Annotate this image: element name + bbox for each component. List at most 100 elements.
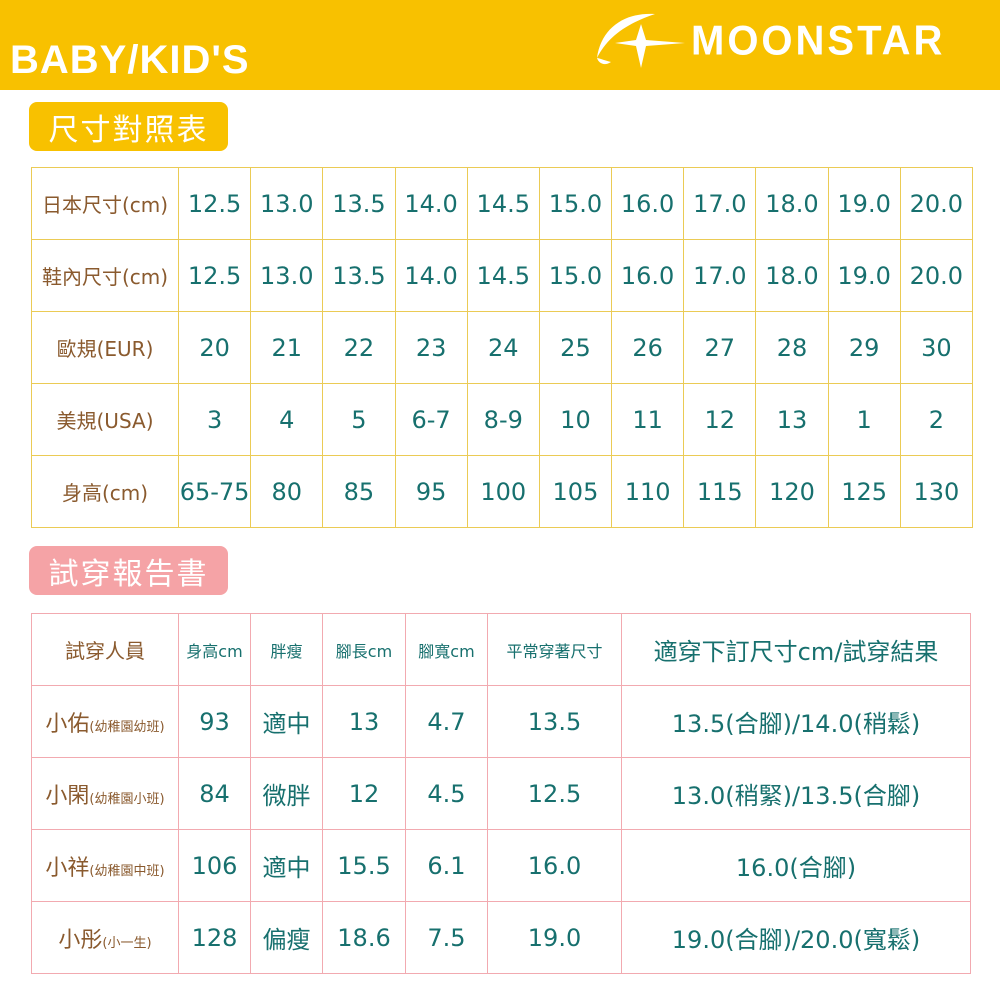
report-cell: 適中: [250, 829, 323, 902]
moonstar-logo: MOONSTAR: [595, 10, 945, 72]
table-row: 小閑(幼稚園小班) 84 微胖 12 4.5 12.5 13.0(稍緊)/13.5(合腳): [31, 757, 971, 830]
report-cell: 19.0: [487, 901, 622, 974]
size-cell: 22: [322, 311, 396, 384]
report-cell: 7.5: [405, 901, 488, 974]
tester-name-text: 小佑: [45, 711, 90, 737]
tester-name-text: 小閑: [45, 783, 90, 809]
size-cell: 4: [250, 383, 324, 456]
size-cell: 15.0: [538, 167, 613, 240]
size-cell: 12.5: [177, 167, 252, 240]
report-cell: 12: [322, 757, 406, 830]
size-cell: 65-75: [177, 455, 252, 528]
report-cell: 19.0(合腳)/20.0(寬鬆): [621, 901, 971, 974]
size-cell: 12: [683, 383, 757, 456]
report-cell: 93: [178, 685, 251, 758]
row-label: 日本尺寸(cm): [31, 167, 179, 240]
report-cell: 128: [178, 901, 251, 974]
size-cell: 85: [322, 455, 396, 528]
size-cell: 20.0: [899, 239, 974, 312]
tester-grade: (小一生): [102, 935, 152, 951]
size-cell: 18.0: [755, 167, 829, 240]
row-label: 美規(USA): [31, 383, 179, 456]
size-cell: 19.0: [827, 239, 901, 312]
moon-star-icon: [597, 13, 685, 68]
size-cell: 23: [394, 311, 468, 384]
size-cell: 130: [899, 455, 974, 528]
tester-name: 小祥(幼稚園中班): [31, 829, 179, 902]
report-cell: 13.0(稍緊)/13.5(合腳): [621, 757, 971, 830]
size-cell: 6-7: [394, 383, 468, 456]
row-label: 鞋內尺寸(cm): [31, 239, 179, 312]
report-cell: 15.5: [322, 829, 406, 902]
report-cell: 13.5: [487, 685, 622, 758]
report-cell: 12.5: [487, 757, 622, 830]
size-cell: 13.0: [250, 167, 324, 240]
size-cell: 95: [394, 455, 468, 528]
size-cell: 100: [466, 455, 540, 528]
size-cell: 10: [538, 383, 613, 456]
row-label: 身高(cm): [31, 455, 179, 528]
size-cell: 14.0: [394, 239, 468, 312]
size-cell: 13: [755, 383, 829, 456]
size-cell: 11: [611, 383, 685, 456]
size-cell: 17.0: [683, 167, 757, 240]
fit-report-table: 試穿人員 身高cm 胖瘦 腳長cm 腳寬cm 平常穿著尺寸 適穿下訂尺寸cm/試穿結果 小佑(…: [31, 613, 971, 974]
report-cell: 84: [178, 757, 251, 830]
size-cell: 13.0: [250, 239, 324, 312]
table-row: 鞋內尺寸(cm) 12.5 13.0 13.5 14.0 14.5 15.0 16.0 17.0…: [31, 239, 974, 312]
size-cell: 13.5: [322, 167, 396, 240]
column-header: 試穿人員: [31, 613, 179, 686]
table-row: 小佑(幼稚園幼班) 93 適中 13 4.7 13.5 13.5(合腳)/14.0(稍鬆): [31, 685, 971, 758]
table-row: 歐規(EUR) 20 21 22 23 24 25 26 27 28 29 30: [31, 311, 974, 384]
size-cell: 15.0: [538, 239, 613, 312]
size-cell: 17.0: [683, 239, 757, 312]
header-banner: BABY/KID'S MOONSTAR: [0, 0, 1000, 90]
column-header: 適穿下訂尺寸cm/試穿結果: [621, 613, 971, 686]
column-header: 胖瘦: [250, 613, 323, 686]
size-cell: 20.0: [899, 167, 974, 240]
report-cell: 16.0(合腳): [621, 829, 971, 902]
size-cell: 110: [611, 455, 685, 528]
table-row: 美規(USA) 3 4 5 6-7 8-9 10 11 12 13 1 2: [31, 383, 974, 456]
logo-text: MOONSTAR: [691, 17, 946, 64]
size-cell: 8-9: [466, 383, 540, 456]
size-cell: 21: [250, 311, 324, 384]
size-cell: 28: [755, 311, 829, 384]
tester-grade: (幼稚園幼班): [89, 719, 165, 735]
size-cell: 120: [755, 455, 829, 528]
column-header: 腳寬cm: [405, 613, 488, 686]
table-row: 小彤(小一生) 128 偏瘦 18.6 7.5 19.0 19.0(合腳)/20.0(寬鬆): [31, 901, 971, 974]
size-cell: 20: [177, 311, 252, 384]
size-cell: 5: [322, 383, 396, 456]
size-cell: 16.0: [611, 167, 685, 240]
size-cell: 1: [827, 383, 901, 456]
size-cell: 16.0: [611, 239, 685, 312]
size-cell: 30: [899, 311, 974, 384]
tester-name-text: 小彤: [58, 927, 103, 953]
report-cell: 13: [322, 685, 406, 758]
size-cell: 2: [899, 383, 974, 456]
report-cell: 4.7: [405, 685, 488, 758]
report-cell: 18.6: [322, 901, 406, 974]
report-cell: 4.5: [405, 757, 488, 830]
table-row: 小祥(幼稚園中班) 106 適中 15.5 6.1 16.0 16.0(合腳): [31, 829, 971, 902]
size-cell: 14.5: [466, 239, 540, 312]
fit-report-title: 試穿報告書: [29, 546, 228, 595]
report-cell: 適中: [250, 685, 323, 758]
size-cell: 29: [827, 311, 901, 384]
size-chart-title: 尺寸對照表: [29, 102, 228, 151]
size-cell: 13.5: [322, 239, 396, 312]
table-row: 日本尺寸(cm) 12.5 13.0 13.5 14.0 14.5 15.0 16.0 17.0…: [31, 167, 974, 240]
tester-name-text: 小祥: [45, 855, 90, 881]
tester-name: 小彤(小一生): [31, 901, 179, 974]
tester-grade: (幼稚園小班): [89, 791, 165, 807]
column-header: 平常穿著尺寸: [487, 613, 622, 686]
size-cell: 25: [538, 311, 613, 384]
size-cell: 14.0: [394, 167, 468, 240]
column-header: 腳長cm: [322, 613, 406, 686]
report-cell: 偏瘦: [250, 901, 323, 974]
table-row: 身高(cm) 65-75 80 85 95 100 105 110 115 120 125 130: [31, 455, 974, 528]
table-header-row: 試穿人員 身高cm 胖瘦 腳長cm 腳寬cm 平常穿著尺寸 適穿下訂尺寸cm/試穿結果: [31, 613, 971, 686]
size-cell: 105: [538, 455, 613, 528]
tester-grade: (幼稚園中班): [89, 863, 165, 879]
